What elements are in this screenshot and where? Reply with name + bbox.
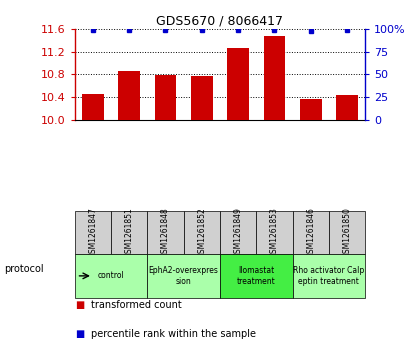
Bar (293, 254, 365, 298)
Text: GSM1261850: GSM1261850 (342, 207, 352, 258)
Bar (75, 254, 147, 298)
Title: GDS5670 / 8066417: GDS5670 / 8066417 (156, 15, 283, 28)
Bar (191, 76, 212, 120)
Bar (256, 211, 293, 254)
Text: ■: ■ (75, 300, 84, 310)
Bar (329, 211, 365, 254)
Text: Rho activator Calp
eptin treatment: Rho activator Calp eptin treatment (293, 266, 364, 286)
Text: GSM1261847: GSM1261847 (88, 207, 98, 258)
Text: Ilomastat
treatment: Ilomastat treatment (237, 266, 276, 286)
Text: GSM1261853: GSM1261853 (270, 207, 279, 258)
Text: GSM1261851: GSM1261851 (124, 207, 134, 258)
Text: GSM1261848: GSM1261848 (161, 207, 170, 258)
Bar (264, 36, 285, 120)
Text: GSM1261852: GSM1261852 (197, 207, 206, 258)
Bar (227, 48, 249, 120)
Text: GSM1261849: GSM1261849 (234, 207, 243, 258)
Bar (183, 211, 220, 254)
Bar (336, 95, 358, 120)
Text: transformed count: transformed count (91, 300, 182, 310)
Bar (293, 211, 329, 254)
Bar (147, 211, 183, 254)
Bar (154, 75, 176, 120)
Bar (118, 71, 140, 120)
Bar (111, 211, 147, 254)
Bar (220, 254, 293, 298)
Text: GSM1261846: GSM1261846 (306, 207, 315, 258)
Text: percentile rank within the sample: percentile rank within the sample (91, 329, 256, 339)
Text: protocol: protocol (4, 264, 44, 274)
Bar (75, 211, 111, 254)
Bar (147, 254, 220, 298)
Bar (82, 94, 104, 120)
Text: EphA2-overexpres
sion: EphA2-overexpres sion (149, 266, 219, 286)
Bar (300, 99, 322, 120)
Bar (220, 211, 256, 254)
Text: ■: ■ (75, 329, 84, 339)
Text: control: control (98, 272, 124, 280)
